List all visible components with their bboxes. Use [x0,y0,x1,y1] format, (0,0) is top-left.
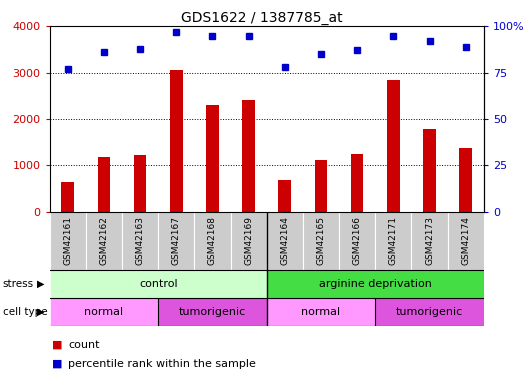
Bar [375,298,484,326]
Text: arginine deprivation: arginine deprivation [319,279,431,289]
Bar [50,298,158,326]
Bar [122,212,158,270]
Text: tumorigenic: tumorigenic [179,307,246,317]
Bar [158,212,195,270]
Text: normal: normal [301,307,340,317]
Bar [158,298,267,326]
Bar [86,212,122,270]
Bar [267,270,484,298]
Bar [412,212,448,270]
Text: GSM42162: GSM42162 [99,216,108,266]
Text: GSM42167: GSM42167 [172,216,181,266]
Bar [339,212,375,270]
Text: GSM42166: GSM42166 [353,216,362,266]
Bar [351,154,363,212]
Bar [134,155,146,212]
Text: GSM42165: GSM42165 [316,216,325,266]
Bar [50,270,267,298]
Text: GSM42174: GSM42174 [461,216,470,266]
Bar [231,212,267,270]
Text: GSM42164: GSM42164 [280,216,289,266]
Bar [170,70,183,212]
Text: cell type: cell type [3,307,47,317]
Bar [423,129,436,212]
Text: GSM42168: GSM42168 [208,216,217,266]
Bar [98,157,110,212]
Text: stress: stress [3,279,34,289]
Text: GSM42161: GSM42161 [63,216,72,266]
Bar [448,212,484,270]
Text: ■: ■ [52,359,63,369]
Bar [267,212,303,270]
Bar [459,148,472,212]
Text: GSM42169: GSM42169 [244,216,253,266]
Bar [315,160,327,212]
Text: percentile rank within the sample: percentile rank within the sample [68,359,256,369]
Text: ▶: ▶ [37,307,44,317]
Text: GSM42173: GSM42173 [425,216,434,266]
Text: count: count [68,340,99,350]
Text: ■: ■ [52,340,63,350]
Text: GSM42163: GSM42163 [135,216,145,266]
Bar [375,212,412,270]
Text: control: control [139,279,177,289]
Bar [278,180,291,212]
Bar [195,212,231,270]
Bar [61,182,74,212]
Bar [303,212,339,270]
Bar [242,100,255,212]
Text: GSM42171: GSM42171 [389,216,398,266]
Text: normal: normal [84,307,123,317]
Text: ▶: ▶ [37,279,44,289]
Bar [50,212,86,270]
Bar [267,298,375,326]
Text: GDS1622 / 1387785_at: GDS1622 / 1387785_at [180,11,343,25]
Text: tumorigenic: tumorigenic [396,307,463,317]
Bar [206,105,219,212]
Bar [387,80,400,212]
